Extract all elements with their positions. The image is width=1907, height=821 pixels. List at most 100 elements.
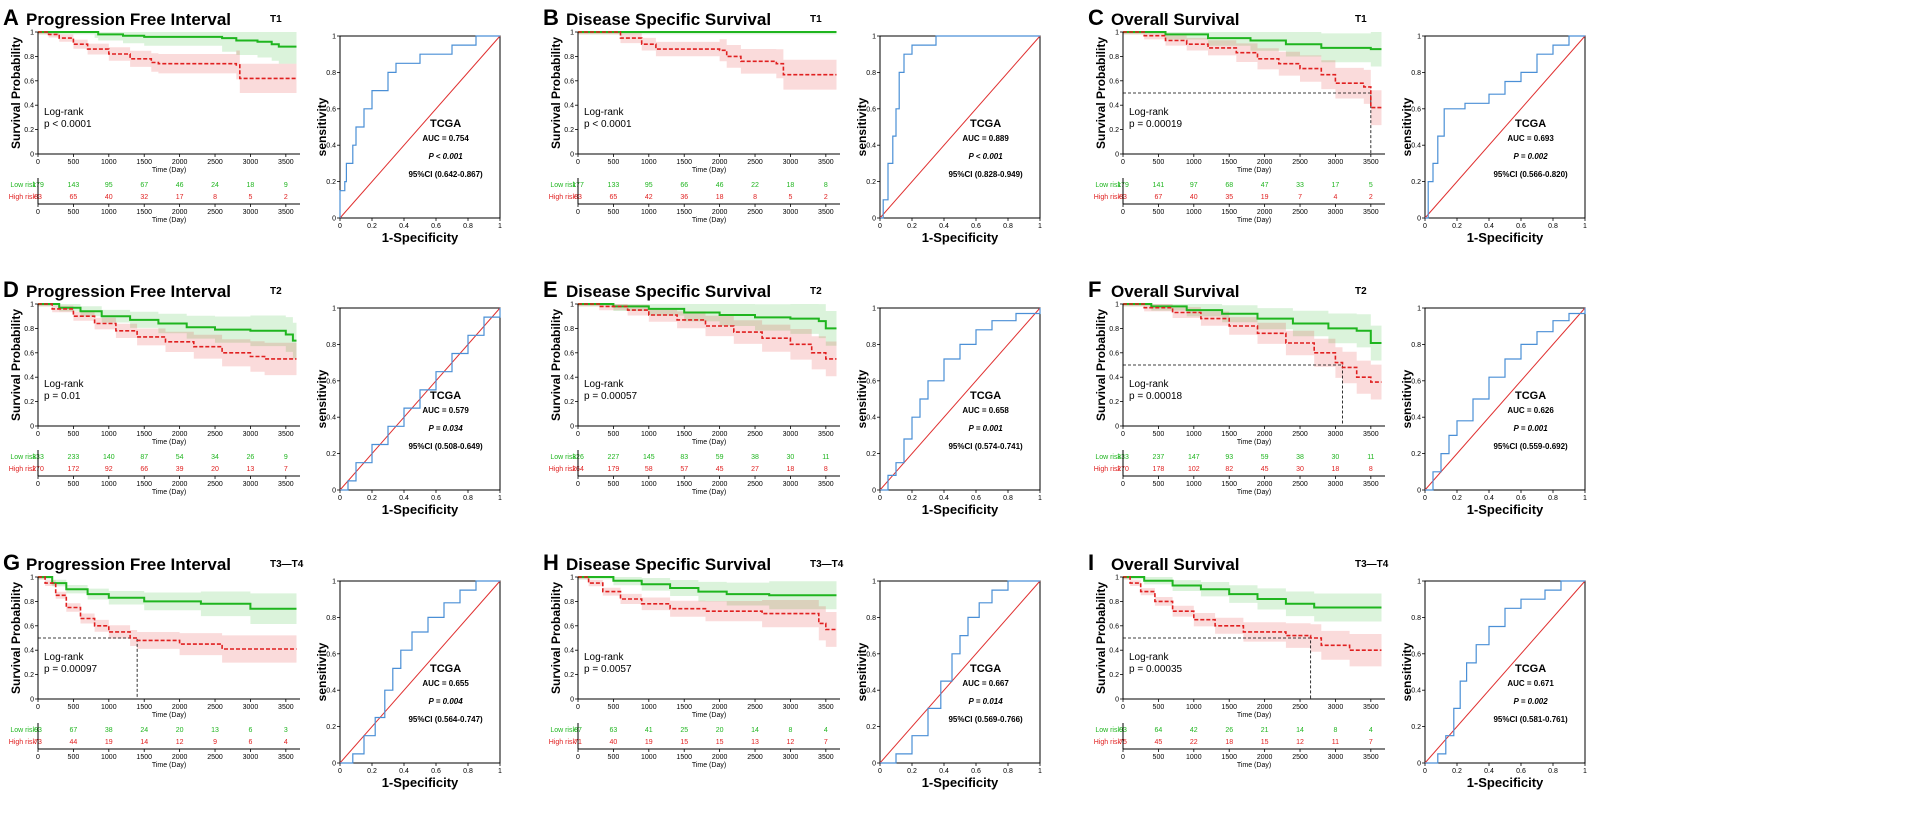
logrank-p-value: p = 0.00097 [44, 664, 98, 675]
risk-table-low-count: 5 [1369, 182, 1373, 189]
km-y-tick-label: 0.4 [24, 375, 34, 382]
km-x-tick-label: 1000 [1186, 431, 1202, 438]
panel-letter: H [543, 550, 559, 575]
km-y-tick-label: 0.8 [1109, 54, 1119, 61]
risk-table-low-count: 38 [105, 727, 113, 734]
roc-x-tick-label: 0.8 [1548, 495, 1558, 502]
risk-table-low-count: 24 [211, 182, 219, 189]
risk-table-low-count: 95 [105, 182, 113, 189]
km-title: Progression Free Interval [26, 282, 231, 301]
roc-ci-value: 95%CI (0.581-0.761) [1493, 715, 1568, 724]
logrank-label: Log-rank [584, 379, 624, 390]
roc-ci-value: 95%CI (0.574-0.741) [948, 442, 1023, 451]
roc-x-tick-label: 1 [1583, 768, 1587, 775]
roc-curve [1425, 35, 1585, 219]
roc-x-tick-label: 0 [878, 223, 882, 230]
low-risk-curve [38, 303, 297, 342]
roc-auc-value: AUC = 0.626 [1507, 406, 1554, 415]
risk-table-high-count: 39 [176, 466, 184, 473]
risk-table-tick-label: 500 [1153, 209, 1165, 216]
roc-x-tick-label: 0.6 [1516, 768, 1526, 775]
roc-y-label: sensitivity [1400, 369, 1414, 428]
roc-y-label: sensitivity [1400, 642, 1414, 701]
risk-table-tick-label: 2000 [712, 754, 728, 761]
km-y-tick-label: 0.6 [24, 350, 34, 357]
panel-i: I Overall Survival T3—T4 Survival Probabili… [1088, 550, 1587, 790]
risk-table-tick-label: 500 [1153, 481, 1165, 488]
risk-table-high-count: 178 [1153, 466, 1165, 473]
risk-table-low-label: Low risk [1095, 454, 1121, 461]
roc-y-tick-label: 0 [872, 488, 876, 495]
roc-y-tick-label: 1 [1417, 579, 1421, 586]
risk-table-low-count: 34 [211, 454, 219, 461]
km-title: Disease Specific Survival [566, 282, 771, 301]
roc-p-value: P = 0.001 [969, 424, 1004, 433]
roc-curve [340, 580, 500, 764]
risk-table-high-count: 40 [105, 194, 113, 201]
risk-table-tick-label: 2000 [1257, 209, 1273, 216]
km-y-tick-label: 0.2 [1109, 672, 1119, 679]
km-x-tick-label: 2000 [712, 159, 728, 166]
roc-y-tick-label: 1 [872, 306, 876, 313]
high-risk-curve [578, 31, 837, 76]
km-x-tick-label: 1500 [136, 431, 152, 438]
roc-y-tick-label: 0 [1417, 761, 1421, 768]
logrank-p-value: p = 0.00018 [1129, 391, 1183, 402]
risk-table-low-count: 42 [1190, 727, 1198, 734]
risk-table-tick-label: 1000 [101, 754, 117, 761]
panel-letter: A [3, 5, 19, 30]
logrank-label: Log-rank [44, 652, 84, 663]
km-y-tick-label: 0.6 [564, 78, 574, 85]
risk-table-tick-label: 3000 [243, 209, 259, 216]
roc-auc-value: AUC = 0.671 [1507, 679, 1554, 688]
km-x-tick-label: 2500 [747, 704, 763, 711]
roc-cohort-label: TCGA [1515, 390, 1546, 402]
km-x-tick-label: 2500 [207, 159, 223, 166]
risk-table-high-count: 17 [176, 194, 184, 201]
logrank-p-value: p = 0.00019 [1129, 119, 1183, 130]
km-title: Overall Survival [1111, 282, 1240, 301]
low-risk-ci-band [1123, 32, 1382, 68]
risk-table-low-count: 63 [610, 727, 618, 734]
high-risk-ci-band [1123, 32, 1382, 126]
risk-table-high-count: 66 [140, 466, 148, 473]
km-x-label: Time (Day) [1237, 167, 1271, 174]
km-y-tick-label: 0 [1115, 697, 1119, 704]
risk-table-low-count: 22 [751, 182, 759, 189]
risk-table-low-label: Low risk [10, 727, 36, 734]
panel-a: A Progression Free Interval T1 Survival Pro… [3, 5, 502, 245]
roc-frame [879, 580, 1041, 764]
risk-table-tick-label: 0 [576, 754, 580, 761]
risk-table-high-count: 32 [140, 194, 148, 201]
roc-x-tick-label: 1 [1038, 223, 1042, 230]
km-x-tick-label: 0 [36, 159, 40, 166]
risk-table-tick-label: 1500 [1221, 209, 1237, 216]
roc-x-tick-label: 0.6 [1516, 495, 1526, 502]
roc-y-label: sensitivity [855, 369, 869, 428]
roc-x-tick-label: 1 [1583, 495, 1587, 502]
roc-y-tick-label: 0.6 [326, 378, 336, 385]
risk-table-high-count: 15 [1261, 739, 1269, 746]
km-x-tick-label: 3000 [1328, 704, 1344, 711]
roc-y-label: sensitivity [1400, 97, 1414, 156]
risk-table-low-count: 237 [1153, 454, 1165, 461]
risk-table-low-count: 18 [787, 182, 795, 189]
roc-curve [880, 580, 1040, 764]
risk-table-high-count: 14 [140, 739, 148, 746]
panel-letter: G [3, 550, 20, 575]
roc-y-tick-label: 0.2 [326, 451, 336, 458]
high-risk-curve [578, 576, 837, 631]
roc-x-tick-label: 1 [498, 495, 502, 502]
km-x-tick-label: 0 [36, 431, 40, 438]
risk-table-tick-label: 1500 [1221, 754, 1237, 761]
roc-ci-value: 95%CI (0.564-0.747) [408, 715, 483, 724]
km-x-tick-label: 3500 [1363, 704, 1379, 711]
risk-table-low-count: 38 [1296, 454, 1304, 461]
risk-table-low-count: 41 [645, 727, 653, 734]
roc-x-tick-label: 0 [338, 495, 342, 502]
km-x-tick-label: 1000 [1186, 704, 1202, 711]
roc-ci-value: 95%CI (0.642-0.867) [408, 170, 483, 179]
risk-table-tick-label: 3500 [1363, 209, 1379, 216]
